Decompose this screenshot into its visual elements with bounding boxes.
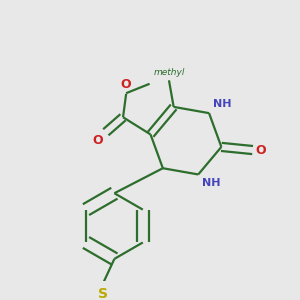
Text: methyl: methyl bbox=[153, 68, 185, 77]
Text: O: O bbox=[255, 143, 266, 157]
Text: NH: NH bbox=[213, 99, 231, 110]
Text: NH: NH bbox=[202, 178, 220, 188]
Text: O: O bbox=[121, 78, 131, 91]
Text: O: O bbox=[93, 134, 103, 147]
Text: S: S bbox=[98, 287, 108, 300]
